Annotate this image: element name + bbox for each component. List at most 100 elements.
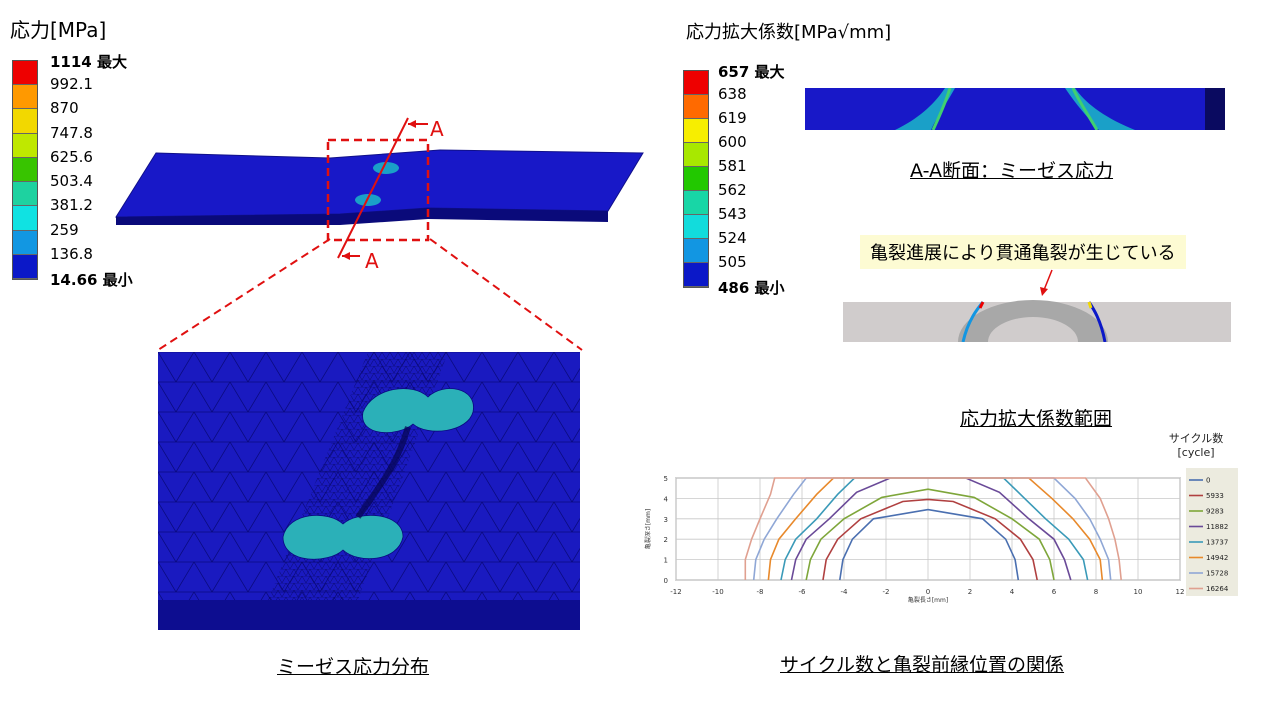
legend-entry: 16264 bbox=[1206, 585, 1229, 593]
sif-legend-tick-label: 524 bbox=[718, 229, 747, 247]
stress-legend-tick-label: 625.6 bbox=[50, 147, 93, 166]
x-tick-label: -8 bbox=[757, 588, 764, 596]
sif-legend-max-label: 657 最大 bbox=[718, 63, 785, 81]
legend-box bbox=[1186, 468, 1238, 596]
zoom-box bbox=[326, 138, 430, 242]
y-axis-label: 亀裂深さ[mm] bbox=[644, 509, 652, 549]
legend-title: サイクル数 bbox=[1169, 432, 1223, 445]
sif-legend-color-segment bbox=[684, 143, 708, 167]
sif-legend-tick-label: 600 bbox=[718, 133, 747, 151]
stress-legend-tick-label: 503.4 bbox=[50, 172, 93, 191]
plate-side-face bbox=[116, 208, 608, 225]
caption-cycle-relation: サイクル数と亀裂前縁位置の関係 bbox=[780, 654, 1065, 676]
legend-entry: 9283 bbox=[1206, 508, 1224, 516]
stress-legend-min-label: 14.66 最小 bbox=[50, 271, 133, 289]
crack-path bbox=[355, 426, 411, 519]
x-tick-label: -12 bbox=[670, 588, 681, 596]
x-tick-label: 8 bbox=[1094, 588, 1098, 596]
x-tick-label: 2 bbox=[968, 588, 972, 596]
legend-title: [cycle] bbox=[1177, 446, 1214, 459]
caption-aa-section: A-A断面：ミーゼス応力 bbox=[910, 160, 1114, 182]
sif-legend-tick-label: 505 bbox=[718, 253, 747, 271]
series-line-9283 bbox=[805, 488, 1055, 581]
sif-legend-tick-label: 562 bbox=[718, 181, 747, 199]
sif-legend-color-segment bbox=[684, 71, 708, 95]
sif-legend-tick-label: 638 bbox=[718, 85, 747, 103]
sif-legend-tick-label: 619 bbox=[718, 109, 747, 127]
stress-legend-color-segment bbox=[13, 133, 37, 158]
stress-legend-color-segment bbox=[13, 230, 37, 255]
stress-legend-max-label: 1114 最大 bbox=[50, 53, 127, 71]
stress-legend-color-segment bbox=[13, 109, 37, 134]
series-line-16264 bbox=[744, 477, 1122, 581]
legend-entry: 15728 bbox=[1206, 570, 1228, 578]
stress-color-bar bbox=[12, 60, 38, 280]
legend-entry: 11882 bbox=[1206, 523, 1228, 531]
caption-sif-range: 応力拡大係数範囲 bbox=[960, 408, 1113, 430]
stress-legend-tick-label: 381.2 bbox=[50, 196, 93, 215]
callout-arrow bbox=[1040, 269, 1053, 296]
stress-legend-color-segment bbox=[13, 206, 37, 231]
sif-legend-color-segment bbox=[684, 191, 708, 215]
stress-region-lower bbox=[282, 514, 404, 560]
stress-legend-tick-label: 870 bbox=[50, 99, 79, 118]
stress-legend-tick-label: 747.8 bbox=[50, 123, 93, 142]
y-tick-label: 3 bbox=[664, 516, 668, 524]
x-tick-label: -2 bbox=[883, 588, 890, 596]
x-tick-label: 10 bbox=[1134, 588, 1143, 596]
sif-legend-color-segment bbox=[684, 239, 708, 263]
x-tick-label: 0 bbox=[926, 588, 930, 596]
legend-entry: 14942 bbox=[1206, 554, 1228, 562]
sif-legend-title: 応力拡大係数[MPa√mm] bbox=[686, 22, 892, 43]
stress-legend-color-segment bbox=[13, 157, 37, 183]
series-line-0 bbox=[839, 508, 1020, 581]
legend-entry: 13737 bbox=[1206, 539, 1228, 547]
crack-callout: 亀裂進展により貫通亀裂が生じている bbox=[860, 235, 1186, 269]
crack-front-chart: -12 -10 -8 -6 -4 -2 0 2 4 6 8 10 12012345亀裂長さ[mm]亀裂深… bbox=[644, 432, 1238, 604]
legend-entry: 5933 bbox=[1206, 492, 1224, 500]
plate-top-face bbox=[115, 149, 644, 218]
stress-legend-tick-label: 136.8 bbox=[50, 244, 93, 263]
stress-legend-title: 応力[MPa] bbox=[10, 18, 107, 42]
stress-legend-tick-label: 259 bbox=[50, 220, 79, 239]
defect-region-upper bbox=[373, 162, 399, 174]
x-tick-label: -4 bbox=[841, 588, 849, 596]
x-tick-label: -10 bbox=[712, 588, 723, 596]
sif-legend-color-segment bbox=[684, 95, 708, 119]
crack-front-view bbox=[843, 300, 1231, 342]
stress-legend-color-segment bbox=[13, 61, 37, 86]
y-tick-label: 2 bbox=[664, 536, 668, 544]
stress-legend-color-segment bbox=[13, 85, 37, 110]
sif-legend-min-label: 486 最小 bbox=[718, 279, 785, 297]
section-mark-top: A bbox=[430, 117, 444, 141]
section-line-aa bbox=[337, 117, 409, 259]
stress-legend-color-segment bbox=[13, 254, 37, 279]
aa-section-view bbox=[805, 88, 1225, 130]
sif-legend-tick-label: 543 bbox=[718, 205, 747, 223]
stress-region-upper bbox=[362, 388, 474, 433]
x-tick-label: 12 bbox=[1176, 588, 1185, 596]
x-tick-label: 6 bbox=[1052, 588, 1057, 596]
stress-legend-color-segment bbox=[13, 182, 37, 207]
zoomed-mesh-view bbox=[158, 352, 580, 630]
caption-mises-distribution: ミーゼス応力分布 bbox=[277, 656, 430, 678]
sif-legend-color-segment bbox=[684, 167, 708, 191]
section-mark-bottom: A bbox=[365, 249, 379, 273]
x-axis-label: 亀裂長さ[mm] bbox=[908, 596, 948, 604]
y-tick-label: 4 bbox=[664, 495, 669, 503]
sif-legend-color-segment bbox=[684, 215, 708, 239]
y-tick-label: 0 bbox=[664, 577, 668, 585]
sif-color-bar bbox=[683, 70, 709, 288]
x-tick-label: -6 bbox=[799, 588, 807, 596]
sif-legend-color-segment bbox=[684, 263, 708, 287]
sif-legend-color-segment bbox=[684, 119, 708, 143]
y-tick-label: 1 bbox=[664, 557, 668, 565]
zoom-guides bbox=[157, 238, 583, 351]
series-line-5933 bbox=[822, 498, 1038, 581]
x-tick-label: 4 bbox=[1010, 588, 1015, 596]
legend-entry: 0 bbox=[1206, 477, 1210, 485]
stress-legend-tick-label: 992.1 bbox=[50, 75, 93, 94]
y-tick-label: 5 bbox=[664, 475, 668, 483]
sif-legend-tick-label: 581 bbox=[718, 157, 747, 175]
specimen-plate-view: A A bbox=[115, 117, 644, 273]
